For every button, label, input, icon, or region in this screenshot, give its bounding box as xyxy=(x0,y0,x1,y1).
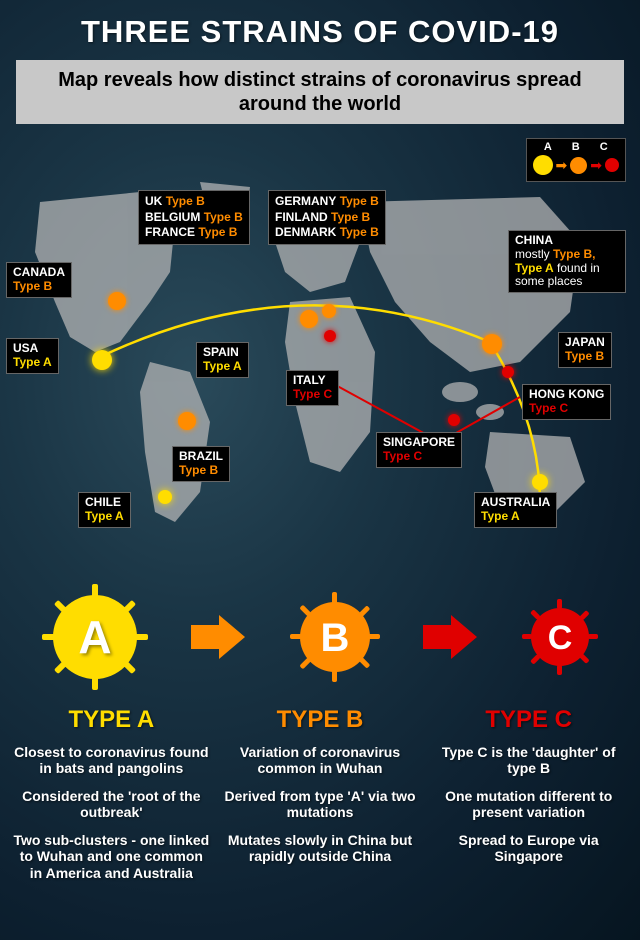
svg-text:C: C xyxy=(547,619,572,657)
label-brazil: BRAZIL Type B xyxy=(172,446,230,482)
strain-virus-b: B xyxy=(288,590,382,684)
marker-hk xyxy=(502,366,514,378)
marker-aus xyxy=(532,474,548,490)
legend-arrow-2: ➡ xyxy=(590,157,602,174)
marker-china xyxy=(482,334,502,354)
label-singapore: SINGAPORE Type C xyxy=(376,432,462,468)
legend-arrow-1: ➡ xyxy=(556,157,568,174)
subtitle-box: Map reveals how distinct strains of coro… xyxy=(16,60,624,124)
strain-virus-c: C xyxy=(520,597,600,677)
marker-europe2 xyxy=(322,304,336,318)
label-europe-left: UK Type B BELGIUM Type B FRANCE Type B xyxy=(138,190,250,245)
label-australia: AUSTRALIA Type A xyxy=(474,492,557,528)
type-c-col: TYPE C Type C is the 'daughter' of type … xyxy=(429,706,628,893)
label-hongkong: HONG KONG Type C xyxy=(522,384,611,420)
type-c-heading: TYPE C xyxy=(429,706,628,734)
type-a-heading: TYPE A xyxy=(12,706,211,734)
type-b-col: TYPE B Variation of coronavirus common i… xyxy=(221,706,420,893)
marker-usa xyxy=(92,350,112,370)
type-a-desc-2: Two sub-clusters - one linked to Wuhan a… xyxy=(12,832,211,880)
legend-virus-c xyxy=(605,158,619,172)
legend-virus-b xyxy=(570,157,587,174)
type-c-desc-1: One mutation different to present variat… xyxy=(429,788,628,820)
strains-row: A B C xyxy=(0,582,640,692)
legend-virus-a xyxy=(533,155,553,175)
main-title: THREE STRAINS OF COVID-19 xyxy=(0,0,640,60)
label-japan: JAPAN Type B xyxy=(558,332,612,368)
label-spain: SPAIN Type A xyxy=(196,342,249,378)
type-a-desc-0: Closest to coronavirus found in bats and… xyxy=(12,744,211,776)
label-canada: CANADA Type B xyxy=(6,262,72,298)
type-a-col: TYPE A Closest to coronavirus found in b… xyxy=(12,706,211,893)
type-b-heading: TYPE B xyxy=(221,706,420,734)
types-grid: TYPE A Closest to coronavirus found in b… xyxy=(0,692,640,893)
type-b-desc-2: Mutates slowly in China but rapidly outs… xyxy=(221,832,420,864)
marker-chile xyxy=(158,490,172,504)
marker-sg xyxy=(448,414,460,426)
marker-europe xyxy=(300,310,318,328)
map-area: A B C ➡ ➡ CANADA Type B USA Type A UK Ty… xyxy=(0,132,640,572)
label-europe-right: GERMANY Type B FINLAND Type B DENMARK Ty… xyxy=(268,190,386,245)
type-a-desc-1: Considered the 'root of the outbreak' xyxy=(12,788,211,820)
type-b-desc-0: Variation of coronavirus common in Wuhan xyxy=(221,744,420,776)
marker-brazil xyxy=(178,412,196,430)
legend-b: B xyxy=(572,141,580,153)
type-c-desc-2: Spread to Europe via Singapore xyxy=(429,832,628,864)
marker-canada xyxy=(108,292,126,310)
svg-text:A: A xyxy=(79,611,112,663)
legend-c: C xyxy=(600,141,608,153)
label-italy: ITALY Type C xyxy=(286,370,339,406)
arrow-bc xyxy=(423,615,479,659)
legend: A B C ➡ ➡ xyxy=(526,138,626,182)
marker-italy xyxy=(324,330,336,342)
arrow-ab xyxy=(191,615,247,659)
label-chile: CHILE Type A xyxy=(78,492,131,528)
subtitle: Map reveals how distinct strains of coro… xyxy=(36,68,604,116)
label-usa: USA Type A xyxy=(6,338,59,374)
strain-virus-a: A xyxy=(40,582,150,692)
type-b-desc-1: Derived from type 'A' via two mutations xyxy=(221,788,420,820)
type-c-desc-0: Type C is the 'daughter' of type B xyxy=(429,744,628,776)
label-china: CHINA mostly Type B, Type A found in som… xyxy=(508,230,626,293)
svg-text:B: B xyxy=(321,616,350,660)
legend-a: A xyxy=(544,141,552,153)
